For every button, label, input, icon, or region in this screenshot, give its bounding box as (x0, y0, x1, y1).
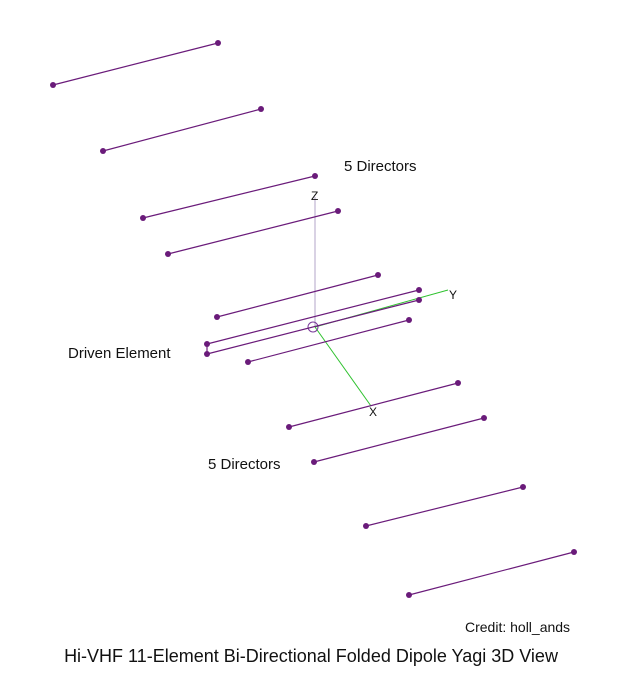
director-bottom-5-line (408, 551, 575, 596)
director-top-5-start-node (214, 314, 220, 320)
director-top-4-end-node (335, 208, 341, 214)
director-bottom-4-start-node (363, 523, 369, 529)
diagram-title: Hi-VHF 11-Element Bi-Directional Folded … (64, 646, 559, 666)
driven-element-lower-end-node (416, 297, 422, 303)
director-bottom-5-start-node (406, 592, 412, 598)
director-top-3-end-node (312, 173, 318, 179)
director-top-4-start-node (165, 251, 171, 257)
driven-element-upper-line (206, 289, 420, 345)
driven-element-label: Driven Element (68, 345, 171, 362)
director-top-5-end-node (375, 272, 381, 278)
director-top-5-line (216, 274, 379, 318)
credit-text: Credit: holl_ands (465, 619, 570, 635)
origin-marker (307, 321, 319, 333)
director-bottom-2-line (288, 382, 459, 428)
director-bottom-2-end-node (455, 380, 461, 386)
director-bottom-3-end-node (481, 415, 487, 421)
x-axis-label: X (369, 405, 377, 419)
z-axis-label: Z (311, 189, 318, 203)
director-top-4-line (167, 210, 339, 255)
director-top-3-start-node (140, 215, 146, 221)
y-axis-label: Y (449, 288, 457, 302)
director-top-2-end-node (258, 106, 264, 112)
director-bottom-4-end-node (520, 484, 526, 490)
director-bottom-2-start-node (286, 424, 292, 430)
director-bottom-4-line (365, 486, 524, 527)
driven-element-upper-end-node (416, 287, 422, 293)
director-bottom-1-end-node (406, 317, 412, 323)
director-bottom-5-end-node (571, 549, 577, 555)
antenna-elements (50, 40, 577, 598)
director-bottom-3-start-node (311, 459, 317, 465)
director-bottom-1-line (247, 319, 410, 363)
director-bottom-3-line (313, 417, 485, 463)
driven-element-lower-line (206, 299, 420, 355)
director-top-3-line (142, 175, 316, 219)
director-top-1-end-node (215, 40, 221, 46)
director-top-2-start-node (100, 148, 106, 154)
top-directors-label: 5 Directors (344, 158, 417, 175)
director-bottom-1-start-node (245, 359, 251, 365)
director-top-2-line (102, 108, 262, 152)
director-top-1-start-node (50, 82, 56, 88)
director-top-1-line (52, 42, 219, 86)
bottom-directors-label: 5 Directors (208, 456, 281, 473)
x-axis-line (314, 326, 372, 407)
